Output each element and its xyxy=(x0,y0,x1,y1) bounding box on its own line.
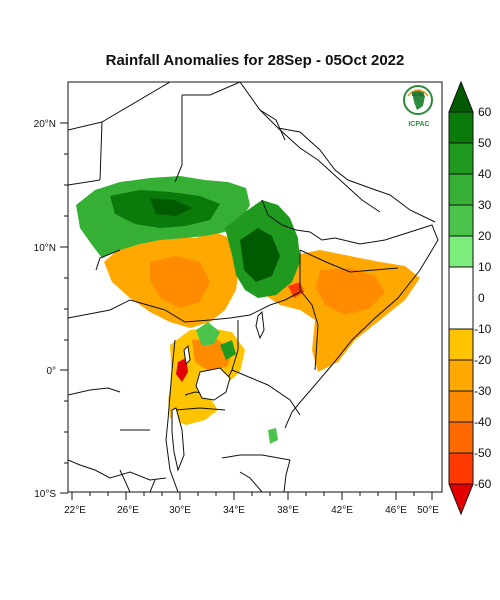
colorbar-bin-40-50 xyxy=(449,143,473,174)
colorbar-label-m40: -40 xyxy=(474,415,492,429)
colorbar-bin-m30-m40 xyxy=(449,391,473,422)
dry-anomaly-horn-inner xyxy=(316,268,385,315)
map-frame xyxy=(67,81,443,493)
colorbar-bin-10-20 xyxy=(449,236,473,267)
lon-label-26e: 26°E xyxy=(117,505,139,516)
colorbar-bin-20-30 xyxy=(449,205,473,236)
colorbar-lower-arrow xyxy=(449,484,473,514)
map-title: Rainfall Anomalies for 28Sep - 05Oct 202… xyxy=(105,52,405,69)
lake-albert xyxy=(183,344,191,366)
colorbar-bin-m40-m50 xyxy=(449,422,473,453)
colorbar-bin-50-60 xyxy=(449,112,473,143)
colorbar-label-m10: -10 xyxy=(474,322,492,336)
wet-anomaly-ethiopia-dark xyxy=(240,228,280,282)
colorbar-upper-arrow xyxy=(449,82,473,112)
anomaly-field xyxy=(76,176,420,444)
lon-label-46e: 46°E xyxy=(385,505,407,516)
longitude-labels: 22°E 26°E 30°E 34°E 38°E 42°E 46°E 50°E xyxy=(64,505,439,516)
wet-anomaly-lakes xyxy=(196,322,220,346)
lake-tanganyika xyxy=(171,407,185,472)
colorbar-bin-m50-m60 xyxy=(449,453,473,484)
latitude-labels: 20°N 10°N 0° 10°S xyxy=(34,119,57,500)
lake-victoria xyxy=(195,367,231,401)
colorbar-label-60: 60 xyxy=(478,105,492,119)
lon-label-42e: 42°E xyxy=(331,505,353,516)
colorbar-label-20: 20 xyxy=(478,229,492,243)
lat-label-20n: 20°N xyxy=(34,119,56,130)
colorbar-label-10: 10 xyxy=(478,260,492,274)
lake-turkana xyxy=(255,310,265,340)
lon-label-34e: 34°E xyxy=(223,505,245,516)
wet-anomaly-sahel-core xyxy=(150,198,192,216)
igad-icpac-logo: IGAD ICPAC xyxy=(403,85,433,128)
lon-label-50e: 50°E xyxy=(417,505,439,516)
lon-label-38e: 38°E xyxy=(277,505,299,516)
axis-ticks xyxy=(60,122,433,500)
colorbar-label-m60: -60 xyxy=(474,477,492,491)
colorbar-label-30: 30 xyxy=(478,198,492,212)
colorbar-label-40: 40 xyxy=(478,167,492,181)
logo-bottom-text: ICPAC xyxy=(408,121,429,128)
lat-label-10s: 10°S xyxy=(34,489,56,500)
lon-label-22e: 22°E xyxy=(64,505,86,516)
colorbar-label-m20: -20 xyxy=(474,353,492,367)
dry-anomaly-west-inner xyxy=(150,256,210,308)
extreme-dry-spot-1 xyxy=(176,358,188,382)
colorbar-label-m50: -50 xyxy=(474,446,492,460)
colorbar-label-m30: -30 xyxy=(474,384,492,398)
colorbar-label-50: 50 xyxy=(478,136,492,150)
wet-anomaly-lakes-dark xyxy=(220,340,236,360)
colorbar-bin-0-10 xyxy=(449,267,473,329)
colorbar-label-0: 0 xyxy=(478,291,485,305)
colorbar-bin-m20-m30 xyxy=(449,360,473,391)
lat-label-10n: 10°N xyxy=(34,243,56,254)
lat-label-0: 0° xyxy=(46,366,56,377)
logo-arc xyxy=(407,89,429,97)
wet-anomaly-tanzania xyxy=(268,428,278,444)
africa-icon xyxy=(412,90,425,110)
dry-anomaly-south xyxy=(168,395,218,425)
lakes xyxy=(171,310,265,472)
colorbar-bin-30-40 xyxy=(449,174,473,205)
colorbar: 60 50 40 30 20 10 0 -10 -20 -30 -40 -50 … xyxy=(448,80,492,516)
colorbar-bin-m10-m20 xyxy=(449,329,473,360)
lon-label-30e: 30°E xyxy=(169,505,191,516)
logo-top-text: IGAD xyxy=(412,92,425,98)
